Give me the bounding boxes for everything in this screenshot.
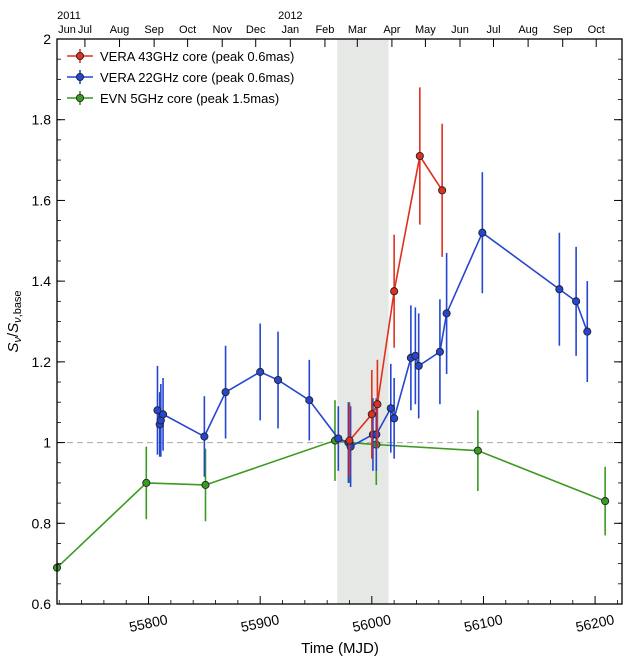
data-point [583,327,592,336]
y-tick-label: 0.6 [32,596,52,612]
y-axis-title-nu-base: ν,base [12,290,24,322]
data-point [601,497,610,506]
legend-label: EVN 5GHz core (peak 1.5mas) [100,91,279,106]
data-point [478,228,487,237]
data-point [334,434,343,443]
top-month-label: Sep [553,24,573,36]
y-axis-title-nu: ν [12,337,24,343]
series-line [56,439,606,569]
top-month-label: Apr [383,24,400,36]
data-point [200,432,209,441]
top-month-label: Aug [518,24,538,36]
data-point [367,410,376,419]
top-month-label: May [415,24,436,36]
data-point [153,406,162,415]
data-point [273,375,283,385]
y-tick-label: 0.8 [32,515,52,531]
legend: VERA 43GHz core (peak 0.6mas) VERA 22GHz … [67,49,294,106]
top-month-label: Dec [246,24,266,36]
y-axis-title-s: S [5,343,22,353]
data-point [373,400,382,409]
data-point [435,347,444,356]
y-axis-title-base: ,base [12,290,24,317]
data-point [390,287,399,296]
top-month-label: Oct [179,24,196,36]
data-point [415,151,424,161]
data-point [201,480,210,489]
legend-marker [75,51,85,61]
y-tick-label: 1.2 [32,354,52,370]
y-tick-label: 2 [43,31,51,47]
data-point [442,309,451,318]
top-year-label: 2012 [278,10,302,22]
series-1 [153,172,592,487]
top-month-label: Mar [348,24,367,36]
x-tick-label: 56000 [351,611,393,635]
series-layer [52,87,610,572]
top-year-label: 2011 [57,10,81,22]
series-0 [345,87,447,477]
x-tick-label: 55800 [128,611,170,635]
tick-labels-layer: 0.6 0.8 1 1.2 1.4 1.6 1.8 2 55800 55900 56000 56100… [32,10,616,635]
data-point [555,285,564,294]
data-point [159,410,168,419]
legend-label: VERA 43GHz core (peak 0.6mas) [100,49,294,64]
shaded-region [337,39,389,604]
top-month-label: Nov [212,24,232,36]
top-month-label: Aug [110,24,130,36]
x-tick-label: 55900 [239,611,281,635]
x-tick-label: 56200 [574,611,616,635]
data-point [345,436,354,445]
data-point [473,446,482,455]
data-point [386,404,395,413]
data-point [221,388,230,397]
top-month-label: Feb [315,24,334,36]
data-point [438,186,447,195]
ticks-layer [57,38,622,605]
data-point [572,297,581,306]
y-axis-title-slash: / [5,332,22,337]
y-axis-title-s2: S [5,323,22,333]
data-point [414,361,423,370]
shaded-region-layer [337,39,389,604]
top-month-label: Jun [58,24,76,36]
y-tick-label: 1.4 [32,273,52,289]
data-point [411,351,420,360]
data-point [305,396,314,405]
data-point [372,430,381,439]
legend-marker [75,72,85,82]
data-point [256,367,265,376]
top-month-label: Jun [451,24,469,36]
top-month-label: Sep [144,24,164,36]
legend-marker [75,93,85,103]
x-tick-label: 56100 [463,611,505,635]
y-tick-label: 1.8 [32,112,52,128]
legend-label: VERA 22GHz core (peak 0.6mas) [100,70,294,85]
y-tick-label: 1.6 [32,192,52,208]
top-month-label: Oct [588,24,605,36]
y-axis-title: Sν/Sν,base [5,290,24,352]
top-month-label: Jul [486,24,500,36]
series-line [348,153,443,442]
top-month-label: Jul [78,24,92,36]
x-axis-title: Time (MJD) [301,640,379,657]
y-tick-label: 1 [43,435,51,451]
data-point [142,478,151,487]
y-axis-title-nu2: ν [12,317,24,323]
data-point [390,414,399,423]
top-month-label: Jan [281,24,299,36]
